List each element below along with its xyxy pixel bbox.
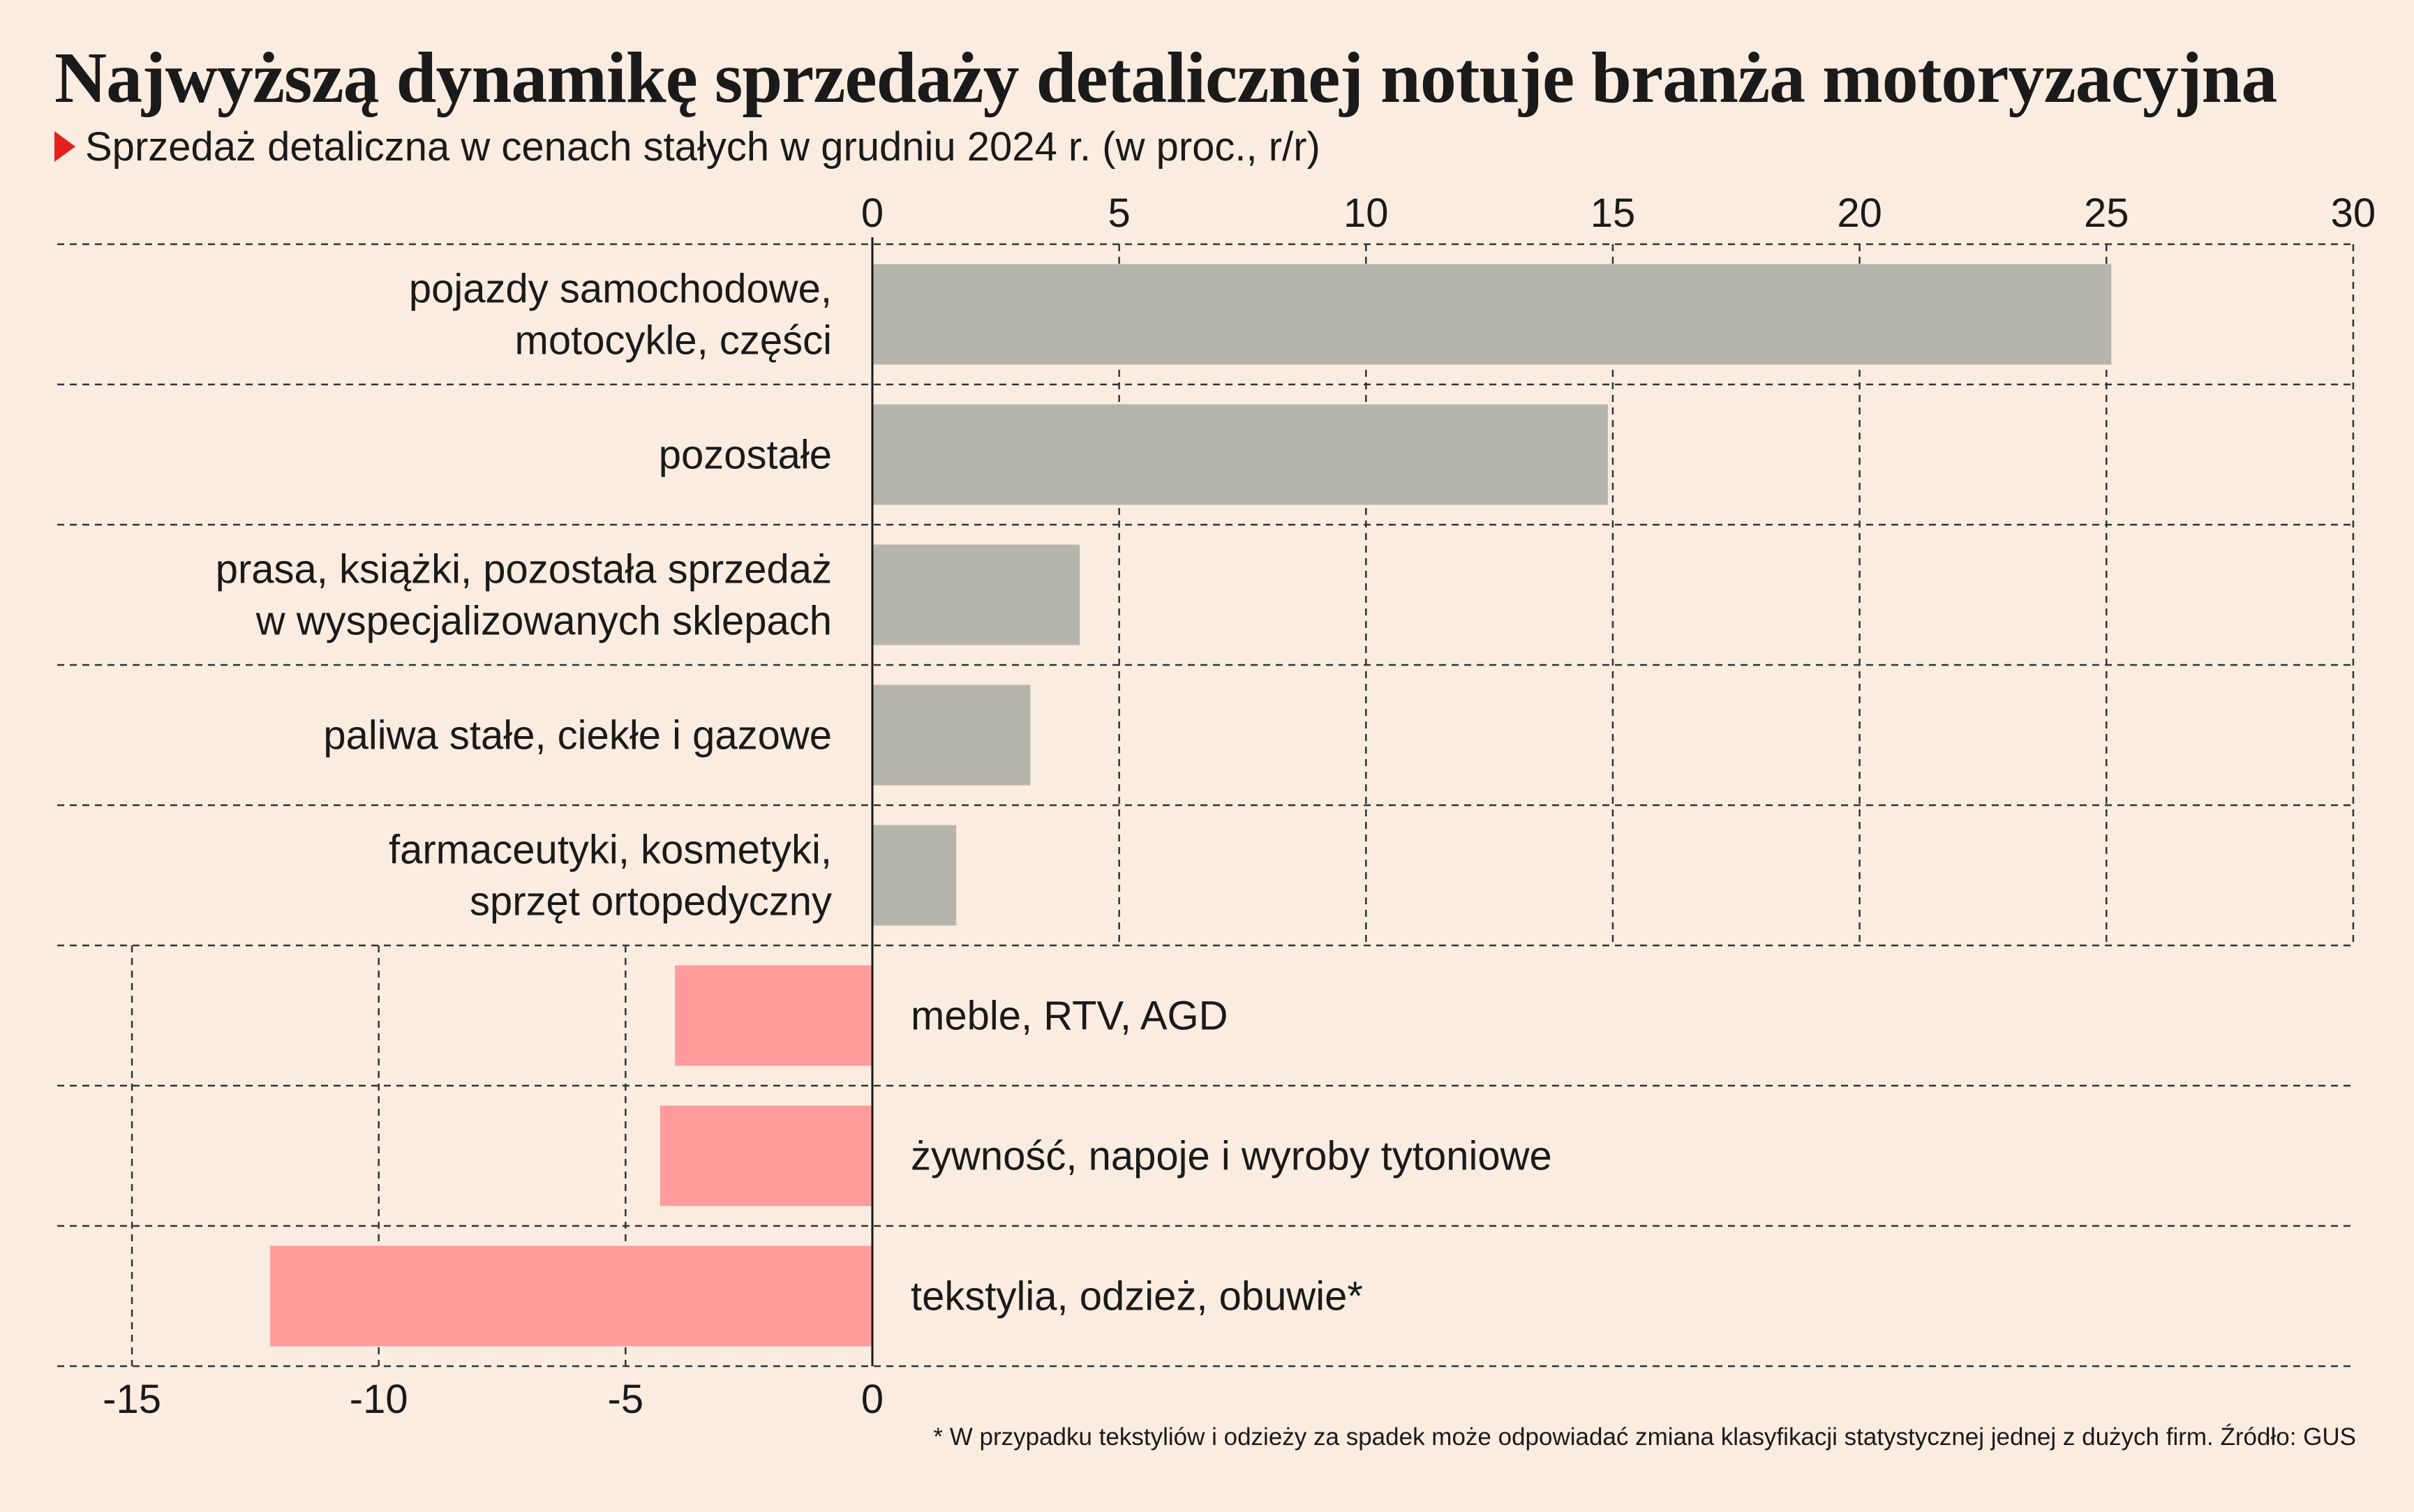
category-label: tekstylia, odzież, obuwie* (911, 1274, 1363, 1319)
bar (872, 825, 957, 926)
top-tick-label: 10 (1343, 190, 1389, 236)
bar (872, 684, 1031, 786)
category-label-line: motocykle, części (515, 318, 832, 364)
subtitle-text: Sprzedaż detaliczna w cenach stałych w g… (85, 124, 1320, 170)
bar (660, 1105, 872, 1206)
top-tick-label: 25 (2084, 190, 2129, 236)
category-label-line: prasa, książki, pozostała sprzedaż (216, 547, 832, 592)
bar (872, 544, 1080, 645)
category-label-line: farmaceutyki, kosmetyki, (389, 828, 832, 873)
category-label: pozostałe (659, 433, 832, 478)
top-tick-label: 15 (1590, 190, 1636, 236)
bottom-tick-label: -15 (103, 1377, 161, 1422)
chart-title: Najwyższą dynamikę sprzedaży detalicznej… (54, 38, 2277, 118)
top-tick-label: 0 (861, 190, 884, 236)
bar (872, 404, 1608, 505)
triangle-marker-icon (54, 131, 75, 162)
top-tick-label: 5 (1108, 190, 1131, 236)
category-label: meble, RTV, AGD (911, 994, 1228, 1039)
category-label: farmaceutyki, kosmetyki, sprzęt ortopedyc… (389, 828, 832, 925)
footnote-source: * W przypadku tekstyliów i odzieży za sp… (933, 1423, 2356, 1451)
bar (675, 965, 872, 1066)
category-label-line: pozostałe (659, 433, 832, 478)
bar (270, 1245, 872, 1347)
category-label: prasa, książki, pozostała sprzedaż w wysp… (216, 547, 832, 644)
bottom-tick-label: -5 (608, 1377, 644, 1422)
bar (872, 264, 2112, 365)
category-label-line: w wyspecjalizowanych sklepach (255, 599, 832, 644)
category-label-line: żywność, napoje i wyroby tytoniowe (911, 1134, 1552, 1179)
category-label: żywność, napoje i wyroby tytoniowe (911, 1134, 1552, 1179)
chart-subtitle: Sprzedaż detaliczna w cenach stałych w g… (54, 123, 1320, 172)
category-label-line: sprzęt ortopedyczny (470, 879, 832, 925)
category-label-line: tekstylia, odzież, obuwie* (911, 1274, 1363, 1319)
category-label: paliwa stałe, ciekłe i gazowe (323, 713, 832, 758)
category-label-line: meble, RTV, AGD (911, 994, 1228, 1039)
bottom-tick-label: -10 (350, 1377, 408, 1422)
top-tick-label: 20 (1837, 190, 1882, 236)
category-label: pojazdy samochodowe, motocykle, części (409, 267, 832, 364)
top-tick-label: 30 (2331, 190, 2376, 236)
category-label-line: paliwa stałe, ciekłe i gazowe (323, 713, 832, 758)
category-label-line: pojazdy samochodowe, (409, 267, 832, 312)
bottom-tick-label: 0 (861, 1377, 884, 1422)
